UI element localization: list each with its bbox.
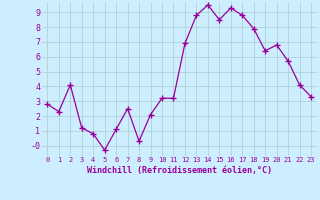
X-axis label: Windchill (Refroidissement éolien,°C): Windchill (Refroidissement éolien,°C) — [87, 166, 272, 175]
